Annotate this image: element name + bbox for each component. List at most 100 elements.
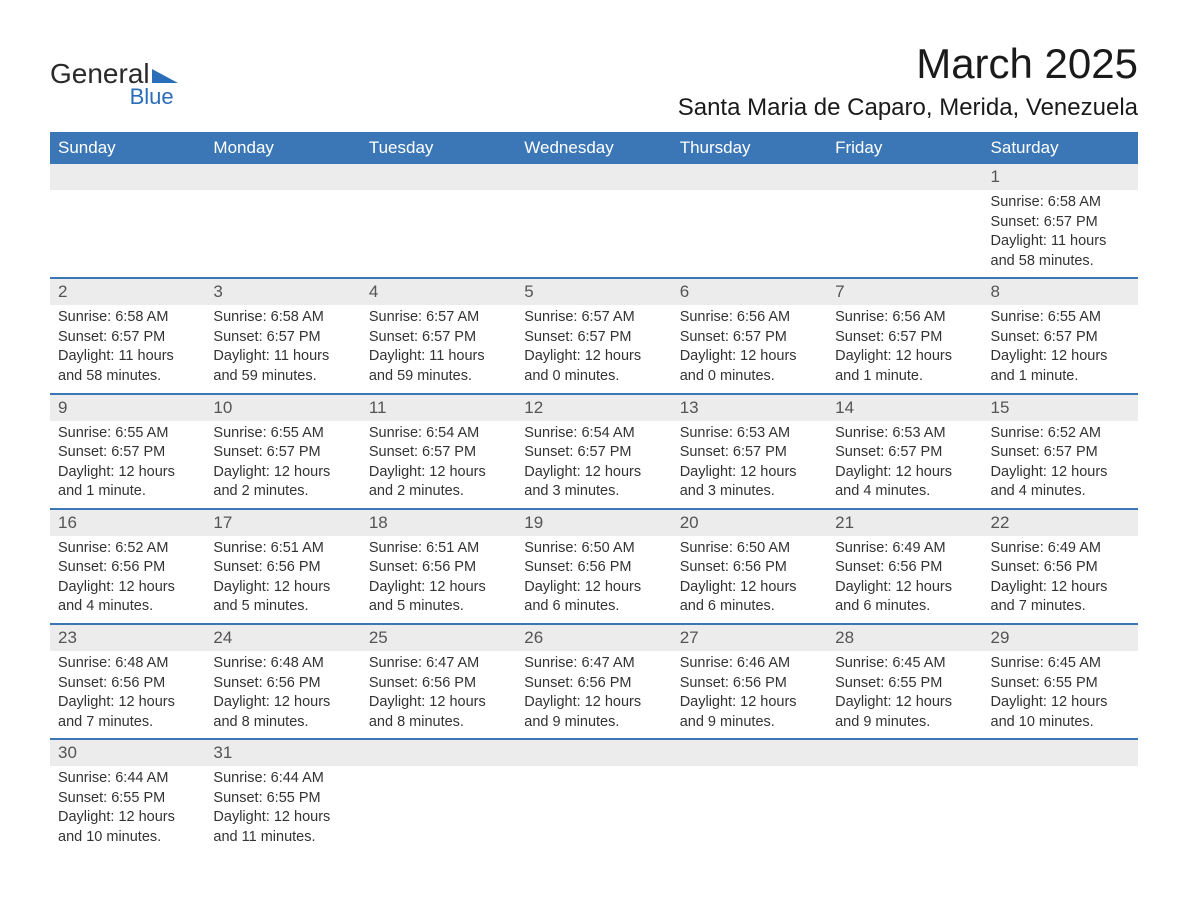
- day-cell: Sunrise: 6:47 AMSunset: 6:56 PMDaylight:…: [516, 651, 671, 739]
- day1-text: Daylight: 12 hours: [58, 693, 197, 713]
- daynum-cell: [827, 164, 982, 190]
- day-cell: Sunrise: 6:55 AMSunset: 6:57 PMDaylight:…: [50, 421, 205, 509]
- content-row: Sunrise: 6:44 AMSunset: 6:55 PMDaylight:…: [50, 766, 1138, 853]
- day2-text: and 4 minutes.: [58, 597, 197, 617]
- day-cell: Sunrise: 6:54 AMSunset: 6:57 PMDaylight:…: [516, 421, 671, 509]
- sunrise-text: Sunrise: 6:50 AM: [680, 539, 819, 559]
- sunrise-text: Sunrise: 6:58 AM: [213, 308, 352, 328]
- day-cell: [672, 766, 827, 853]
- day1-text: Daylight: 12 hours: [680, 693, 819, 713]
- day-cell: Sunrise: 6:55 AMSunset: 6:57 PMDaylight:…: [983, 305, 1138, 393]
- sunrise-text: Sunrise: 6:55 AM: [991, 308, 1130, 328]
- daynum-cell: 12: [516, 394, 671, 421]
- day2-text: and 0 minutes.: [524, 367, 663, 387]
- daynum-cell: 24: [205, 624, 360, 651]
- daynum-cell: 21: [827, 509, 982, 536]
- day-cell: Sunrise: 6:52 AMSunset: 6:56 PMDaylight:…: [50, 536, 205, 624]
- sunrise-text: Sunrise: 6:46 AM: [680, 654, 819, 674]
- sunrise-text: Sunrise: 6:58 AM: [58, 308, 197, 328]
- day1-text: Daylight: 12 hours: [369, 693, 508, 713]
- sunset-text: Sunset: 6:56 PM: [680, 674, 819, 694]
- day-cell: [827, 766, 982, 853]
- day1-text: Daylight: 12 hours: [835, 578, 974, 598]
- sunset-text: Sunset: 6:56 PM: [991, 558, 1130, 578]
- day2-text: and 0 minutes.: [680, 367, 819, 387]
- day-number: 20: [680, 513, 699, 532]
- day1-text: Daylight: 12 hours: [369, 463, 508, 483]
- daynum-cell: 19: [516, 509, 671, 536]
- daynum-cell: [205, 164, 360, 190]
- day-number: 22: [991, 513, 1010, 532]
- day-number: 31: [213, 743, 232, 762]
- daynum-cell: 27: [672, 624, 827, 651]
- sunset-text: Sunset: 6:56 PM: [58, 558, 197, 578]
- day-cell: Sunrise: 6:53 AMSunset: 6:57 PMDaylight:…: [827, 421, 982, 509]
- day-header: Thursday: [672, 132, 827, 164]
- sunrise-text: Sunrise: 6:47 AM: [524, 654, 663, 674]
- sunrise-text: Sunrise: 6:56 AM: [680, 308, 819, 328]
- day2-text: and 11 minutes.: [213, 828, 352, 848]
- day-cell: Sunrise: 6:44 AMSunset: 6:55 PMDaylight:…: [205, 766, 360, 853]
- day-header: Saturday: [983, 132, 1138, 164]
- day1-text: Daylight: 12 hours: [524, 693, 663, 713]
- daynum-cell: [827, 739, 982, 766]
- day-number: 25: [369, 628, 388, 647]
- sunset-text: Sunset: 6:57 PM: [524, 328, 663, 348]
- title-block: March 2025 Santa Maria de Caparo, Merida…: [678, 40, 1138, 122]
- sunset-text: Sunset: 6:57 PM: [835, 443, 974, 463]
- day1-text: Daylight: 12 hours: [58, 463, 197, 483]
- day-cell: Sunrise: 6:52 AMSunset: 6:57 PMDaylight:…: [983, 421, 1138, 509]
- day-cell: Sunrise: 6:58 AMSunset: 6:57 PMDaylight:…: [983, 190, 1138, 278]
- day1-text: Daylight: 12 hours: [680, 347, 819, 367]
- page-title: March 2025: [678, 40, 1138, 88]
- sunrise-text: Sunrise: 6:54 AM: [369, 424, 508, 444]
- daynum-cell: 13: [672, 394, 827, 421]
- day-cell: [516, 190, 671, 278]
- sunrise-text: Sunrise: 6:48 AM: [58, 654, 197, 674]
- day-cell: Sunrise: 6:45 AMSunset: 6:55 PMDaylight:…: [983, 651, 1138, 739]
- day2-text: and 58 minutes.: [991, 252, 1130, 272]
- daynum-cell: 7: [827, 278, 982, 305]
- day-cell: Sunrise: 6:53 AMSunset: 6:57 PMDaylight:…: [672, 421, 827, 509]
- sunrise-text: Sunrise: 6:48 AM: [213, 654, 352, 674]
- day2-text: and 5 minutes.: [369, 597, 508, 617]
- daynum-row: 16171819202122: [50, 509, 1138, 536]
- sunrise-text: Sunrise: 6:53 AM: [835, 424, 974, 444]
- daynum-cell: [672, 164, 827, 190]
- daynum-row: 3031: [50, 739, 1138, 766]
- daynum-cell: 1: [983, 164, 1138, 190]
- day-cell: Sunrise: 6:49 AMSunset: 6:56 PMDaylight:…: [827, 536, 982, 624]
- day1-text: Daylight: 12 hours: [524, 578, 663, 598]
- day-number: 18: [369, 513, 388, 532]
- sunset-text: Sunset: 6:57 PM: [991, 213, 1130, 233]
- day1-text: Daylight: 11 hours: [58, 347, 197, 367]
- day2-text: and 6 minutes.: [524, 597, 663, 617]
- day-cell: Sunrise: 6:44 AMSunset: 6:55 PMDaylight:…: [50, 766, 205, 853]
- sunrise-text: Sunrise: 6:49 AM: [835, 539, 974, 559]
- day-cell: [983, 766, 1138, 853]
- day-number: 14: [835, 398, 854, 417]
- sunset-text: Sunset: 6:57 PM: [58, 328, 197, 348]
- sunrise-text: Sunrise: 6:52 AM: [58, 539, 197, 559]
- day-number: 12: [524, 398, 543, 417]
- daynum-cell: 6: [672, 278, 827, 305]
- sunset-text: Sunset: 6:57 PM: [369, 443, 508, 463]
- daynum-cell: 17: [205, 509, 360, 536]
- header: General Blue March 2025 Santa Maria de C…: [50, 40, 1138, 122]
- sunrise-text: Sunrise: 6:52 AM: [991, 424, 1130, 444]
- day-header: Tuesday: [361, 132, 516, 164]
- content-row: Sunrise: 6:52 AMSunset: 6:56 PMDaylight:…: [50, 536, 1138, 624]
- day2-text: and 3 minutes.: [680, 482, 819, 502]
- content-row: Sunrise: 6:55 AMSunset: 6:57 PMDaylight:…: [50, 421, 1138, 509]
- sunrise-text: Sunrise: 6:45 AM: [991, 654, 1130, 674]
- sunrise-text: Sunrise: 6:57 AM: [369, 308, 508, 328]
- day2-text: and 1 minute.: [58, 482, 197, 502]
- daynum-cell: 8: [983, 278, 1138, 305]
- daynum-cell: 18: [361, 509, 516, 536]
- daynum-cell: 2: [50, 278, 205, 305]
- daynum-cell: [516, 164, 671, 190]
- day-number: 3: [213, 282, 222, 301]
- sunrise-text: Sunrise: 6:51 AM: [213, 539, 352, 559]
- day-cell: [827, 190, 982, 278]
- sunset-text: Sunset: 6:56 PM: [369, 558, 508, 578]
